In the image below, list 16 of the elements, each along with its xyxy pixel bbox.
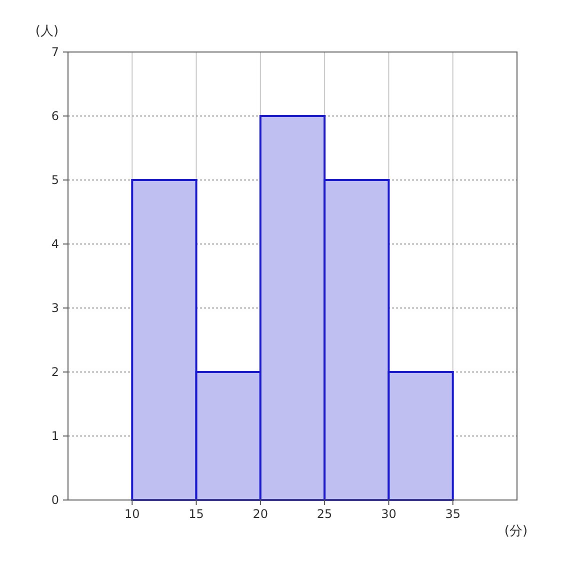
y-tick-label: 3 — [51, 301, 59, 315]
y-tick-label: 0 — [51, 493, 59, 507]
x-tick-label: 25 — [316, 507, 332, 521]
y-tick-label: 6 — [51, 109, 59, 123]
x-axis-title: (分) — [504, 524, 528, 539]
y-tick-label: 4 — [51, 237, 59, 251]
x-tick-label: 35 — [445, 507, 460, 521]
x-tick-label: 10 — [124, 507, 140, 521]
x-tick-label: 20 — [252, 507, 268, 521]
y-axis-title: (人) — [35, 24, 59, 39]
y-tick-label: 2 — [51, 365, 59, 379]
y-tick-label: 1 — [51, 429, 59, 443]
y-tick-label: 5 — [51, 173, 59, 187]
x-tick-label: 30 — [381, 507, 396, 521]
x-tick-label: 15 — [188, 507, 204, 521]
y-tick-label: 7 — [51, 45, 59, 59]
